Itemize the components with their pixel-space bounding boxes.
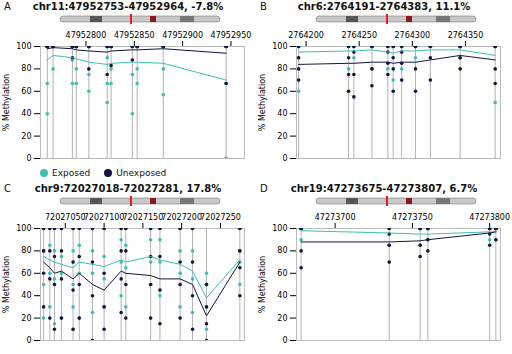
html-text:Unexposed: Unexposed bbox=[116, 168, 167, 178]
svg-text:47952800: 47952800 bbox=[66, 31, 107, 40]
svg-text:60: 60 bbox=[277, 87, 287, 96]
html-text:C: C bbox=[4, 183, 11, 194]
svg-text:72027250: 72027250 bbox=[200, 213, 241, 222]
svg-text:47952900: 47952900 bbox=[162, 31, 203, 40]
html-text:chr9:72027018-72027281, 17.8%: chr9:72027018-72027281, 17.8% bbox=[34, 183, 222, 194]
svg-text:47952850: 47952850 bbox=[114, 31, 155, 40]
html-text:chr19:47273675-47273807, 6.7%: chr19:47273675-47273807, 6.7% bbox=[290, 183, 478, 194]
svg-text:40: 40 bbox=[277, 291, 287, 300]
svg-text:72027200: 72027200 bbox=[161, 213, 202, 222]
svg-text:100: 100 bbox=[272, 224, 287, 233]
svg-text:2764200: 2764200 bbox=[288, 31, 324, 40]
svg-text:80: 80 bbox=[277, 64, 287, 73]
svg-text:40: 40 bbox=[277, 109, 287, 118]
svg-text:47273700: 47273700 bbox=[315, 213, 356, 222]
svg-text:2764300: 2764300 bbox=[394, 31, 430, 40]
html-text:D: D bbox=[260, 183, 268, 194]
svg-text:0: 0 bbox=[282, 154, 287, 163]
svg-text:80: 80 bbox=[277, 246, 287, 255]
html-text:chr11:47952753-47952964, -7.8%: chr11:47952753-47952964, -7.8% bbox=[32, 1, 224, 12]
svg-text:20: 20 bbox=[277, 314, 287, 323]
svg-text:47952950: 47952950 bbox=[211, 31, 252, 40]
svg-text:0: 0 bbox=[26, 154, 31, 163]
svg-text:% Methylation: % Methylation bbox=[258, 256, 267, 313]
svg-text:2764350: 2764350 bbox=[448, 31, 484, 40]
html-text:A: A bbox=[4, 1, 11, 12]
svg-text:20: 20 bbox=[21, 132, 31, 141]
svg-text:80: 80 bbox=[21, 246, 31, 255]
svg-text:72027150: 72027150 bbox=[123, 213, 164, 222]
svg-text:60: 60 bbox=[21, 269, 31, 278]
svg-text:40: 40 bbox=[21, 291, 31, 300]
svg-text:60: 60 bbox=[277, 269, 287, 278]
svg-text:40: 40 bbox=[21, 109, 31, 118]
svg-text:72027100: 72027100 bbox=[84, 213, 125, 222]
html-text:chr6:2764191-2764383, 11.1%: chr6:2764191-2764383, 11.1% bbox=[297, 1, 471, 12]
svg-text:47273750: 47273750 bbox=[392, 213, 433, 222]
svg-text:20: 20 bbox=[21, 314, 31, 323]
svg-text:0: 0 bbox=[26, 336, 31, 345]
html-text:Exposed: Exposed bbox=[52, 168, 91, 178]
svg-text:2764250: 2764250 bbox=[341, 31, 377, 40]
svg-text:100: 100 bbox=[272, 42, 287, 51]
svg-text:% Methylation: % Methylation bbox=[258, 74, 267, 131]
svg-text:100: 100 bbox=[16, 42, 31, 51]
svg-text:% Methylation: % Methylation bbox=[2, 74, 11, 131]
svg-text:60: 60 bbox=[21, 87, 31, 96]
svg-text:0: 0 bbox=[282, 336, 287, 345]
svg-text:47273800: 47273800 bbox=[469, 213, 510, 222]
svg-text:100: 100 bbox=[16, 224, 31, 233]
svg-text:% Methylation: % Methylation bbox=[2, 256, 11, 313]
svg-text:80: 80 bbox=[21, 64, 31, 73]
html-text:B: B bbox=[260, 1, 267, 12]
svg-text:20: 20 bbox=[277, 132, 287, 141]
svg-text:72027050: 72027050 bbox=[45, 213, 86, 222]
